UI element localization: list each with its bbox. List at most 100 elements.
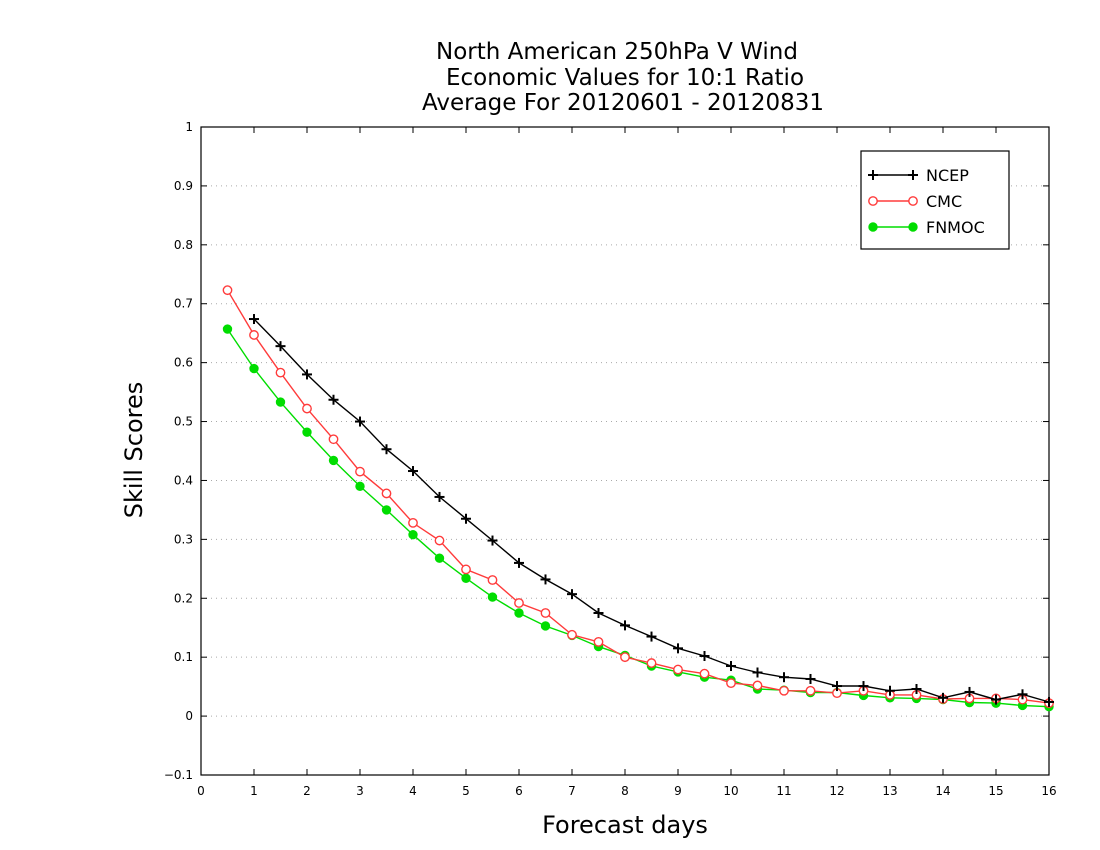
data-point-ncep xyxy=(461,513,471,524)
y-axis: −0.1 0 0.1 0.2 0.3 0.4 0.5 0.6 0.7 0.8 0.9 1 xyxy=(164,120,1049,782)
data-point-ncep xyxy=(1017,689,1028,700)
data-point-ncep xyxy=(858,681,869,692)
data-point-cmc xyxy=(540,608,551,618)
data-point-cmc xyxy=(408,517,418,528)
data-point-fnmoc xyxy=(461,573,471,583)
title-line-3: Average For 20120601 - 20120831 xyxy=(422,90,824,116)
data-point-cmc xyxy=(355,466,365,477)
y-tick-label: 0 xyxy=(185,709,193,723)
data-point-ncep xyxy=(355,416,365,427)
data-point-fnmoc xyxy=(328,455,339,466)
data-point-ncep xyxy=(328,394,339,405)
data-point-ncep xyxy=(620,620,630,631)
data-point-cmc xyxy=(302,403,312,414)
data-point-cmc xyxy=(381,488,392,499)
series-line-cmc xyxy=(226,289,1050,704)
x-tick-label: 12 xyxy=(829,784,844,798)
data-point-ncep xyxy=(381,444,392,455)
legend-marker-fnmoc xyxy=(868,222,878,232)
x-tick-label: 3 xyxy=(356,784,364,798)
data-point-fnmoc xyxy=(381,505,392,515)
x-tick-label: 15 xyxy=(988,784,1003,798)
data-point-ncep xyxy=(752,667,763,678)
series-cmc xyxy=(222,285,1054,709)
data-point-fnmoc xyxy=(540,621,551,631)
y-tick-label: 0.1 xyxy=(174,650,193,664)
data-point-cmc xyxy=(752,680,763,691)
data-point-cmc xyxy=(779,685,789,696)
x-tick-label: 13 xyxy=(882,784,897,798)
data-point-cmc xyxy=(699,668,710,679)
x-tick-label: 14 xyxy=(935,784,950,798)
x-tick-label: 4 xyxy=(409,784,417,798)
data-point-ncep xyxy=(408,466,418,477)
data-point-ncep xyxy=(646,631,657,642)
y-tick-label: 0.8 xyxy=(174,238,193,252)
x-tick-label: 16 xyxy=(1041,784,1056,798)
data-point-cmc xyxy=(673,664,683,675)
title-line-2: Economic Values for 10:1 Ratio xyxy=(446,65,804,91)
x-tick-label: 11 xyxy=(776,784,791,798)
data-point-cmc xyxy=(249,330,259,340)
x-tick-label: 9 xyxy=(674,784,682,798)
data-point-ncep xyxy=(249,314,259,325)
data-point-cmc xyxy=(514,598,524,608)
legend: NCEP CMC FNMOC xyxy=(860,150,1010,250)
x-tick-label: 7 xyxy=(568,784,576,798)
data-point-ncep xyxy=(302,369,312,380)
data-point-ncep xyxy=(487,535,498,546)
data-point-cmc xyxy=(487,575,498,585)
data-point-cmc xyxy=(593,636,604,647)
data-point-ncep xyxy=(540,574,551,585)
data-point-ncep xyxy=(805,673,816,684)
data-point-ncep xyxy=(434,491,445,502)
series-line-fnmoc xyxy=(226,328,1050,708)
legend-marker-fnmoc xyxy=(908,222,918,232)
data-point-fnmoc xyxy=(408,529,418,540)
x-tick-label: 0 xyxy=(197,784,205,798)
x-axis: 0 1 2 3 4 5 6 7 8 9 10 11 12 13 14 15 16 xyxy=(197,127,1057,798)
legend-label-ncep: NCEP xyxy=(926,166,969,185)
title-line-1: North American 250hPa V Wind xyxy=(436,39,798,65)
y-tick-label: 0.4 xyxy=(174,473,193,487)
y-tick-label: 0.9 xyxy=(174,179,193,193)
data-point-ncep xyxy=(567,589,577,600)
data-point-ncep xyxy=(514,557,524,568)
data-point-ncep xyxy=(938,692,948,703)
data-point-ncep xyxy=(726,661,736,672)
data-point-cmc xyxy=(434,535,445,546)
legend-marker-cmc xyxy=(908,196,918,206)
legend-label-cmc: CMC xyxy=(926,192,962,211)
data-point-ncep xyxy=(991,694,1001,705)
data-point-fnmoc xyxy=(355,481,365,492)
legend-item-ncep: NCEP xyxy=(868,166,969,185)
y-tick-label: 0.5 xyxy=(174,415,193,429)
data-point-cmc xyxy=(222,285,233,296)
legend-item-fnmoc: FNMOC xyxy=(868,218,985,237)
series-group xyxy=(222,285,1054,712)
series-ncep xyxy=(249,314,1054,707)
y-tick-label: 0.2 xyxy=(174,591,193,605)
gridlines xyxy=(201,185,1049,717)
data-point-fnmoc xyxy=(275,397,286,407)
data-point-cmc xyxy=(646,658,657,668)
x-tick-label: 5 xyxy=(462,784,470,798)
data-point-cmc xyxy=(461,564,471,575)
legend-box xyxy=(860,150,1010,250)
legend-item-cmc: CMC xyxy=(868,192,962,211)
legend-marker-ncep xyxy=(908,170,918,180)
data-point-cmc xyxy=(805,685,816,696)
data-point-ncep xyxy=(673,643,683,654)
x-tick-label: 8 xyxy=(621,784,629,798)
data-point-fnmoc xyxy=(302,427,312,437)
y-tick-label: 1 xyxy=(185,120,193,134)
x-axis-label: Forecast days xyxy=(542,811,708,839)
y-tick-label: 0.3 xyxy=(174,532,193,546)
data-point-ncep xyxy=(593,608,604,618)
data-point-cmc xyxy=(567,629,577,640)
data-point-ncep xyxy=(1044,696,1054,707)
y-tick-label: 0.7 xyxy=(174,297,193,311)
legend-marker-ncep xyxy=(868,170,878,180)
x-tick-label: 10 xyxy=(723,784,738,798)
